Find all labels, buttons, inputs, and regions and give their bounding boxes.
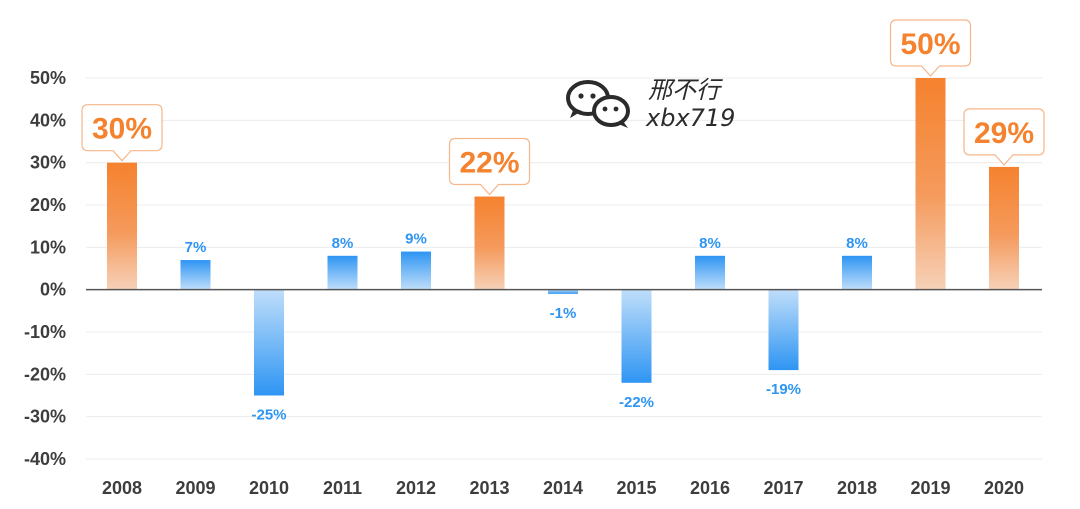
callout-label: 29%: [974, 117, 1034, 150]
x-tick-label: 2012: [396, 478, 436, 498]
callout-box: [448, 137, 531, 196]
bar-2010: [254, 289, 284, 396]
x-tick-label: 2020: [984, 478, 1024, 498]
y-tick-label: -30%: [24, 407, 66, 427]
x-tick-label: 2015: [616, 478, 656, 498]
x-tick-label: 2017: [763, 478, 803, 498]
bar-2013: [474, 196, 505, 290]
x-tick-label: 2018: [837, 478, 877, 498]
wechat-icon: [566, 80, 630, 128]
data-label: 8%: [846, 235, 868, 252]
callout-box: [889, 19, 972, 77]
bar-2016: [695, 255, 725, 290]
bar-2009: [180, 260, 211, 290]
watermark-id: xbx719: [645, 104, 735, 132]
bar-2015: [621, 289, 652, 383]
x-tick-label: 2010: [249, 478, 289, 498]
x-tick-label: 2019: [910, 478, 950, 498]
data-label: 7%: [185, 239, 207, 256]
gridlines: [86, 77, 1042, 460]
x-axis: 2008 2009 2010 2011 2012 2013 2014 2015 2016 2017…: [102, 478, 1024, 498]
data-label: 8%: [332, 235, 354, 252]
y-tick-label: -20%: [24, 364, 66, 384]
y-axis: 50% 40% 30% 20% 10% 0% -10% -20% -30% -40%: [24, 68, 66, 469]
y-tick-label: -10%: [24, 322, 66, 342]
y-tick-label: 20%: [30, 195, 66, 215]
bar-2017: [768, 289, 799, 371]
x-tick-label: 2013: [469, 478, 509, 498]
data-labels: 30% 7% -25% 8% 9% 22% -1% -22% 8% -19% 8% 50% 29%: [81, 19, 1045, 424]
x-tick-label: 2009: [175, 478, 215, 498]
x-tick-label: 2008: [102, 478, 142, 498]
callout-label: 30%: [92, 113, 152, 146]
y-tick-label: -40%: [24, 449, 66, 469]
bar-2019: [915, 78, 946, 290]
data-label: -19%: [766, 381, 801, 398]
callout-box: [81, 104, 163, 162]
bar-2008: [107, 162, 137, 290]
callout-label: 22%: [459, 147, 519, 180]
watermark: 邢不行 xbx719: [566, 76, 735, 132]
bar-2011: [327, 255, 358, 290]
data-label: -25%: [251, 407, 286, 424]
callout-label: 50%: [900, 28, 960, 61]
y-tick-label: 40%: [30, 110, 66, 130]
y-tick-label: 10%: [30, 237, 66, 257]
bar-2012: [401, 251, 431, 290]
callout-box: [963, 108, 1045, 166]
x-tick-label: 2016: [690, 478, 730, 498]
data-label: -22%: [619, 394, 654, 411]
bars: [107, 78, 1019, 396]
y-tick-label: 0%: [40, 280, 66, 300]
watermark-name: 邢不行: [648, 76, 723, 104]
data-label: 8%: [699, 235, 721, 252]
bar-2014: [548, 289, 578, 294]
data-label: -1%: [550, 305, 577, 322]
x-tick-label: 2011: [323, 478, 362, 498]
data-label: 9%: [405, 231, 427, 248]
bar-2020: [989, 166, 1019, 290]
y-tick-label: 30%: [30, 153, 66, 173]
bar-2018: [842, 255, 872, 290]
y-tick-label: 50%: [30, 68, 66, 88]
x-tick-label: 2014: [543, 478, 583, 498]
